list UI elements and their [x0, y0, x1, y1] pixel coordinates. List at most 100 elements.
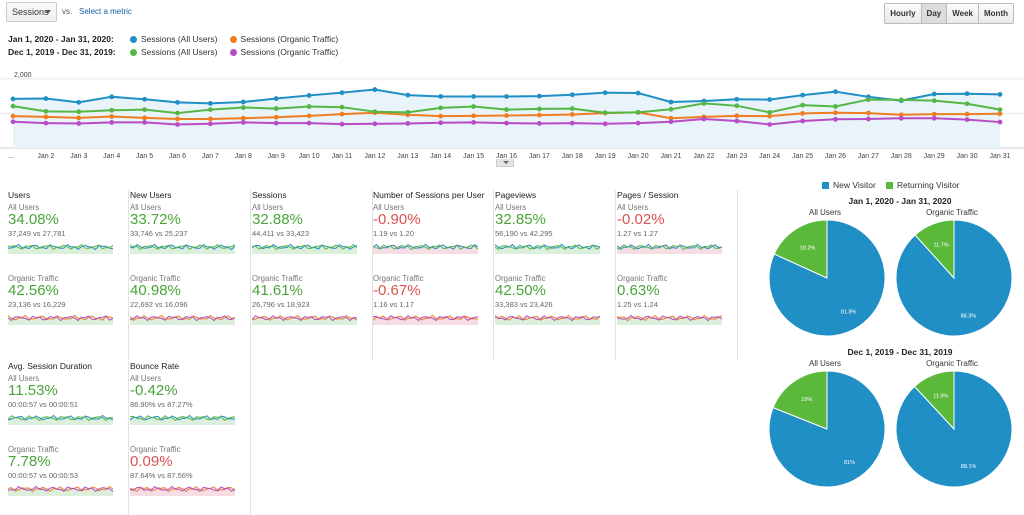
data-point[interactable]: [800, 92, 805, 98]
data-point[interactable]: [833, 110, 838, 116]
data-point[interactable]: [734, 113, 740, 119]
data-point[interactable]: [800, 118, 805, 124]
data-point[interactable]: [273, 96, 279, 101]
data-point[interactable]: [10, 113, 16, 119]
data-point[interactable]: [10, 96, 16, 102]
data-point[interactable]: [438, 120, 444, 126]
data-point[interactable]: [109, 107, 115, 113]
metric-select[interactable]: Sessions: [6, 2, 57, 22]
data-point[interactable]: [372, 121, 378, 127]
data-point[interactable]: [734, 118, 740, 124]
pie-slice-returning-visitor[interactable]: [913, 370, 955, 431]
data-point[interactable]: [405, 109, 411, 115]
data-point[interactable]: [537, 106, 542, 112]
data-point[interactable]: [898, 97, 904, 103]
data-point[interactable]: [306, 93, 312, 98]
metric-card[interactable]: Number of Sessions per User All Users -0.9…: [373, 190, 494, 360]
data-point[interactable]: [240, 99, 246, 105]
granularity-week-button[interactable]: Week: [946, 4, 978, 23]
data-point[interactable]: [306, 104, 312, 109]
data-point[interactable]: [10, 119, 16, 125]
data-point[interactable]: [931, 91, 937, 97]
data-point[interactable]: [10, 103, 16, 109]
granularity-day-button[interactable]: Day: [920, 4, 947, 23]
metric-card[interactable]: Bounce Rate All Users -0.42% 86.90% vs 87.2…: [130, 361, 251, 515]
pie-slice-returning-visitor[interactable]: [914, 219, 955, 280]
pie-legend-new[interactable]: New Visitor: [833, 180, 876, 190]
data-point[interactable]: [76, 109, 82, 115]
data-point[interactable]: [767, 113, 773, 119]
data-point[interactable]: [504, 107, 509, 113]
data-point[interactable]: [471, 94, 476, 99]
data-point[interactable]: [438, 105, 444, 111]
data-point[interactable]: [504, 113, 509, 118]
data-point[interactable]: [43, 108, 49, 114]
data-point[interactable]: [800, 102, 805, 108]
data-point[interactable]: [208, 121, 213, 127]
data-point[interactable]: [767, 97, 773, 102]
legend-label-all-users-current[interactable]: Sessions (All Users): [141, 34, 218, 44]
data-point[interactable]: [109, 120, 115, 125]
data-point[interactable]: [931, 98, 937, 104]
data-point[interactable]: [438, 94, 444, 99]
data-point[interactable]: [569, 106, 575, 111]
data-point[interactable]: [833, 89, 838, 95]
data-point[interactable]: [372, 109, 378, 115]
data-point[interactable]: [602, 121, 608, 127]
data-point[interactable]: [142, 120, 148, 125]
pie-legend-returning[interactable]: Returning Visitor: [896, 180, 960, 190]
data-point[interactable]: [767, 122, 773, 127]
data-point[interactable]: [175, 110, 180, 116]
data-point[interactable]: [800, 111, 805, 116]
data-point[interactable]: [109, 94, 115, 100]
data-point[interactable]: [306, 113, 312, 119]
data-point[interactable]: [767, 109, 773, 115]
data-point[interactable]: [372, 87, 378, 92]
data-point[interactable]: [734, 96, 740, 102]
data-point[interactable]: [273, 106, 279, 111]
metric-card[interactable]: New Users All Users 33.72% 33,746 vs 25,237…: [130, 190, 251, 360]
data-point[interactable]: [208, 107, 213, 113]
data-point[interactable]: [997, 119, 1003, 125]
data-point[interactable]: [76, 115, 82, 121]
data-point[interactable]: [635, 109, 641, 115]
granularity-month-button[interactable]: Month: [978, 4, 1013, 23]
data-point[interactable]: [339, 121, 345, 127]
pie-all-users-current[interactable]: 81.8% 18.2%: [768, 219, 886, 337]
data-point[interactable]: [866, 110, 871, 116]
data-point[interactable]: [76, 99, 82, 105]
legend-label-organic-current[interactable]: Sessions (Organic Traffic): [240, 34, 339, 44]
data-point[interactable]: [471, 120, 476, 125]
data-point[interactable]: [175, 99, 180, 105]
data-point[interactable]: [964, 101, 970, 107]
data-point[interactable]: [931, 115, 937, 121]
data-point[interactable]: [43, 120, 49, 126]
data-point[interactable]: [997, 107, 1003, 113]
data-point[interactable]: [668, 106, 674, 112]
data-point[interactable]: [866, 97, 871, 102]
data-point[interactable]: [701, 100, 707, 106]
metric-card[interactable]: Pageviews All Users 32.85% 56,190 vs 42,295…: [495, 190, 616, 360]
data-point[interactable]: [240, 120, 246, 125]
data-point[interactable]: [537, 112, 542, 118]
legend-label-all-users-previous[interactable]: Sessions (All Users): [141, 47, 218, 57]
data-point[interactable]: [668, 119, 674, 125]
data-point[interactable]: [142, 115, 148, 121]
data-point[interactable]: [405, 121, 411, 126]
data-point[interactable]: [964, 117, 970, 123]
metric-card[interactable]: Avg. Session Duration All Users 11.53% 00:0…: [8, 361, 129, 515]
data-point[interactable]: [306, 120, 312, 126]
data-point[interactable]: [931, 111, 937, 117]
data-point[interactable]: [898, 115, 904, 121]
pie-all-users-previous[interactable]: 81% 19%: [768, 370, 886, 488]
data-point[interactable]: [43, 96, 49, 101]
data-point[interactable]: [471, 113, 476, 119]
data-point[interactable]: [438, 113, 444, 119]
pie-slice-returning-visitor[interactable]: [772, 370, 828, 430]
data-point[interactable]: [43, 114, 49, 120]
chart-collapse-handle[interactable]: [496, 159, 514, 167]
data-point[interactable]: [208, 116, 213, 122]
data-point[interactable]: [208, 100, 213, 106]
data-point[interactable]: [240, 115, 246, 121]
data-point[interactable]: [76, 121, 82, 126]
